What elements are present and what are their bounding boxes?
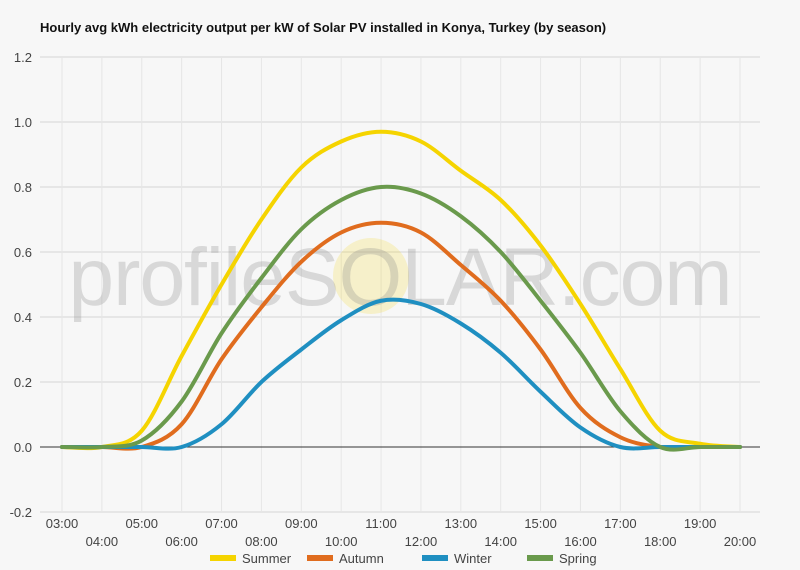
x-tick-label: 14:00 <box>484 534 517 549</box>
series-line-spring <box>60 184 742 452</box>
legend-swatch-spring <box>527 555 553 561</box>
x-tick-label: 11:00 <box>365 516 397 531</box>
series-line-summer <box>60 129 742 451</box>
watermark-sun-icon <box>333 238 409 314</box>
legend-label-summer: Summer <box>242 551 292 566</box>
series-layer <box>60 129 742 452</box>
legend-swatch-winter <box>422 555 448 561</box>
x-tick-label: 19:00 <box>684 516 717 531</box>
x-tick-label: 13:00 <box>445 516 478 531</box>
x-tick-label: 05:00 <box>125 516 158 531</box>
y-tick-label: 0.8 <box>14 180 32 195</box>
series-line-autumn <box>60 220 742 451</box>
x-tick-label: 10:00 <box>325 534 358 549</box>
y-tick-label: 0.0 <box>14 440 32 455</box>
y-tick-label: -0.2 <box>10 505 32 520</box>
x-tick-label: 07:00 <box>205 516 238 531</box>
series-line-winter <box>60 297 742 451</box>
x-tick-label: 16:00 <box>564 534 597 549</box>
x-tick-label: 18:00 <box>644 534 677 549</box>
x-tick-label: 20:00 <box>724 534 757 549</box>
x-tick-label: 17:00 <box>604 516 637 531</box>
y-tick-label: 1.2 <box>14 50 32 65</box>
x-tick-label: 12:00 <box>405 534 438 549</box>
x-tick-label: 04:00 <box>86 534 119 549</box>
x-tick-label: 08:00 <box>245 534 278 549</box>
x-tick-label: 03:00 <box>46 516 79 531</box>
x-tick-label: 06:00 <box>165 534 198 549</box>
y-tick-label: 0.6 <box>14 245 32 260</box>
chart-title: Hourly avg kWh electricity output per kW… <box>40 20 606 35</box>
watermark-layer: profileSOLAR.com <box>68 232 732 323</box>
legend: Summer Autumn Winter Spring <box>210 551 597 566</box>
legend-label-autumn: Autumn <box>339 551 384 566</box>
x-tick-label: 09:00 <box>285 516 318 531</box>
axis-layer: -0.2 0.0 0.2 0.4 0.6 0.8 1.0 1.2 03:00 04:00 05:00… <box>10 50 760 549</box>
x-tick-label: 15:00 <box>524 516 557 531</box>
y-tick-label: 1.0 <box>14 115 32 130</box>
watermark-logo: profileSOLAR.com <box>68 232 731 323</box>
legend-label-winter: Winter <box>454 551 492 566</box>
legend-label-spring: Spring <box>559 551 597 566</box>
legend-swatch-autumn <box>307 555 333 561</box>
legend-swatch-summer <box>210 555 236 561</box>
y-tick-label: 0.4 <box>14 310 32 325</box>
y-tick-label: 0.2 <box>14 375 32 390</box>
